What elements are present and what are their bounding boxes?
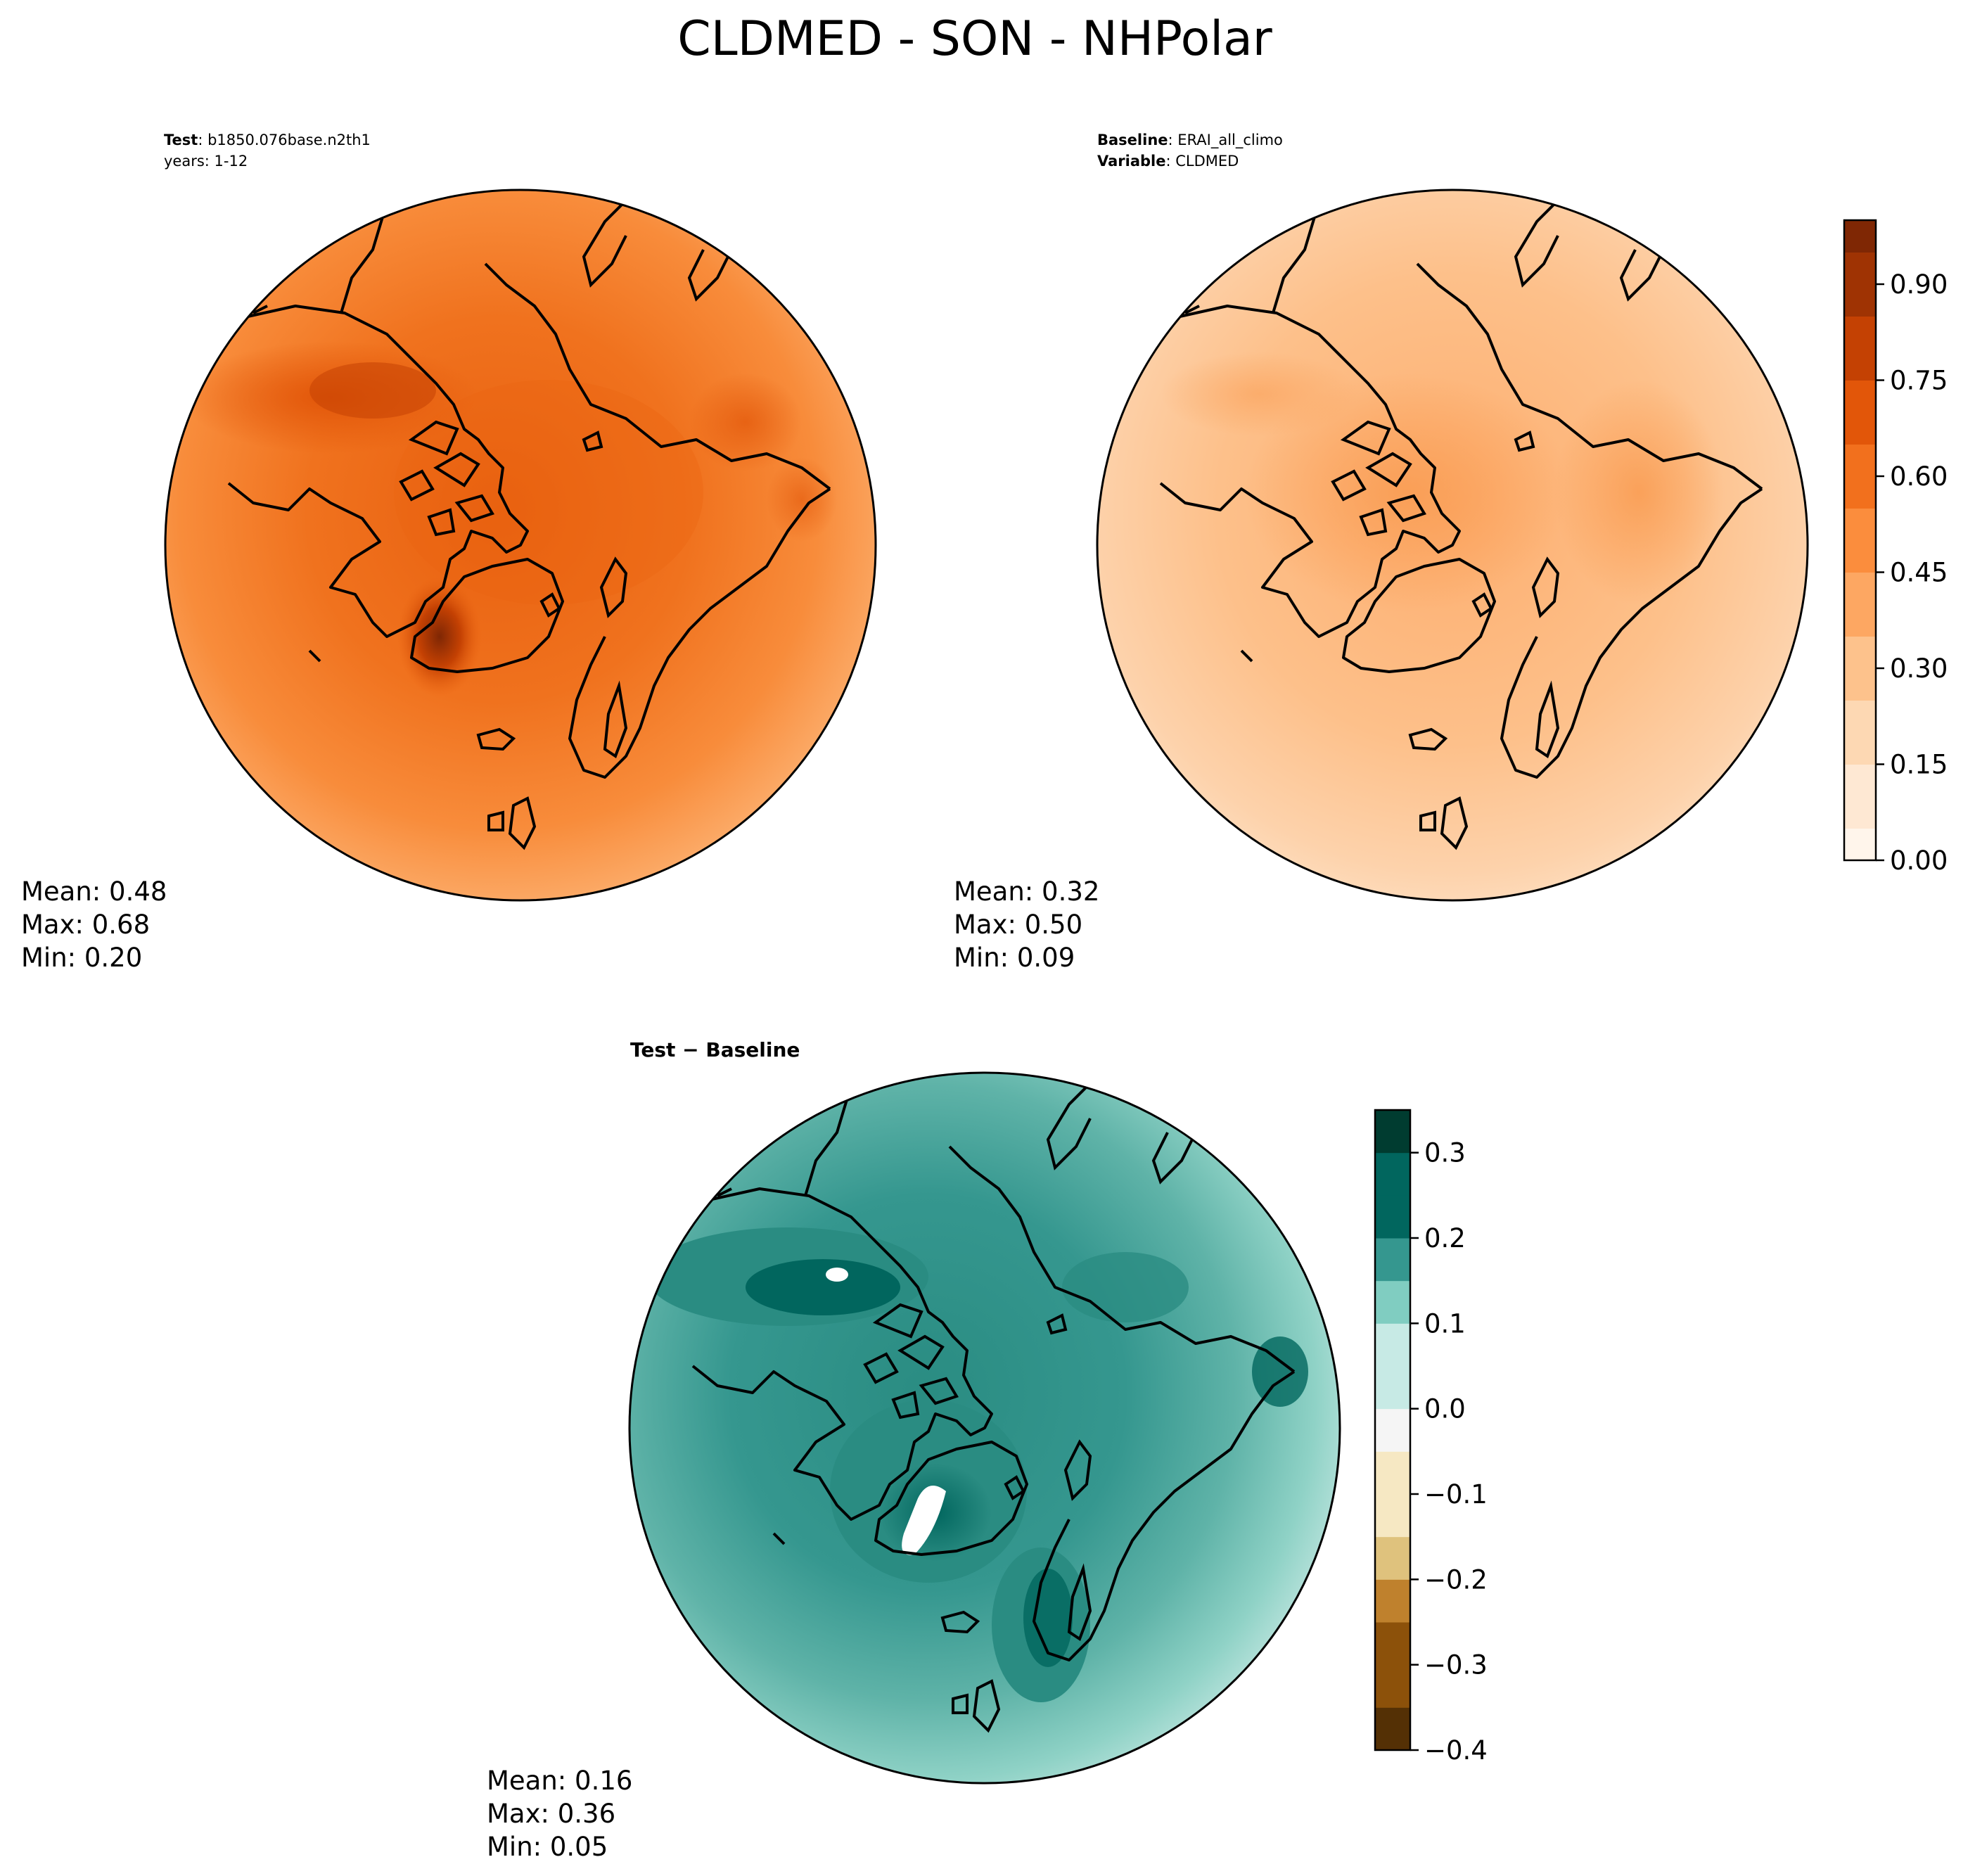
baseline-label-text: : ERAI_all_climo bbox=[1168, 132, 1283, 149]
figure-title: CLDMED - SON - NHPolar bbox=[677, 11, 1272, 67]
difference-colorbar-tick-label: 0.0 bbox=[1424, 1394, 1466, 1424]
main-colorbar-ticks: 0.00 0.15 0.30 0.45 0.60 0.75 0.90 bbox=[1876, 269, 1948, 876]
difference-panel: Test − Baseline Mean: 0.16 Max: 0.36 Min… bbox=[487, 1038, 1341, 1862]
test-label-bold: Test bbox=[164, 132, 198, 148]
main-colorbar-segment bbox=[1844, 348, 1876, 381]
main-colorbar-tick-label: 0.60 bbox=[1890, 461, 1948, 492]
main-colorbar-segments bbox=[1844, 220, 1876, 861]
baseline-panel: Baseline: ERAI_all_climo Variable: CLDME… bbox=[954, 132, 1809, 973]
variable-label-text: : CLDMED bbox=[1165, 153, 1239, 170]
difference-colorbar-segment bbox=[1375, 1280, 1410, 1324]
test-panel: Test: b1850.076base.n2th1 years: 1-12 Me… bbox=[21, 132, 877, 973]
baseline-max-stat: Max: 0.50 bbox=[954, 910, 1082, 940]
test-mean-stat: Mean: 0.48 bbox=[21, 876, 167, 907]
difference-colorbar-segment bbox=[1375, 1323, 1410, 1367]
baseline-mean-stat: Mean: 0.32 bbox=[954, 876, 1099, 907]
test-max-stat: Max: 0.68 bbox=[21, 910, 150, 940]
difference-colorbar-segment bbox=[1375, 1494, 1410, 1538]
difference-colorbar-tick-label: 0.1 bbox=[1424, 1308, 1466, 1339]
difference-colorbar-tick-label: −0.4 bbox=[1424, 1735, 1488, 1766]
difference-map-field bbox=[629, 1073, 1340, 1783]
main-colorbar-segment bbox=[1844, 508, 1876, 541]
main-colorbar-segment bbox=[1844, 828, 1876, 861]
test-years-label: years: 1-12 bbox=[164, 153, 248, 170]
difference-map-boundary bbox=[628, 1071, 1341, 1785]
main-colorbar-tick-label: 0.75 bbox=[1890, 366, 1948, 396]
variable-label: Variable: CLDMED bbox=[1097, 153, 1239, 170]
difference-mean-stat: Mean: 0.16 bbox=[487, 1766, 632, 1796]
baseline-map-field bbox=[1097, 190, 1808, 900]
baseline-label-bold: Baseline bbox=[1097, 132, 1168, 148]
main-colorbar-segment bbox=[1844, 668, 1876, 701]
main-colorbar-segment bbox=[1844, 316, 1876, 349]
main-colorbar-segment bbox=[1844, 604, 1876, 637]
main-colorbar-segment bbox=[1844, 636, 1876, 669]
main-colorbar-segment bbox=[1844, 252, 1876, 285]
main-colorbar-segment bbox=[1844, 572, 1876, 605]
missing-data-greenland bbox=[902, 1486, 946, 1555]
main-colorbar-tick-label: 0.30 bbox=[1890, 653, 1948, 684]
difference-colorbar-segment bbox=[1375, 1451, 1410, 1495]
difference-colorbar-segment bbox=[1375, 1195, 1410, 1239]
main-colorbar-tick-label: 0.45 bbox=[1890, 558, 1948, 588]
difference-colorbar-tick-label: −0.3 bbox=[1424, 1650, 1488, 1680]
baseline-map-boundary bbox=[1096, 189, 1809, 902]
baseline-min-stat: Min: 0.09 bbox=[954, 943, 1075, 973]
difference-colorbar-tick-label: −0.2 bbox=[1424, 1564, 1488, 1595]
test-label: Test: b1850.076base.n2th1 bbox=[164, 132, 371, 148]
main-colorbar-segment bbox=[1844, 540, 1876, 573]
difference-colorbar-segment bbox=[1375, 1579, 1410, 1623]
difference-label: Test − Baseline bbox=[630, 1038, 800, 1061]
difference-colorbar-ticks: −0.4 −0.3 −0.2 −0.1 0.0 0.1 0.2 0.3 bbox=[1410, 1138, 1488, 1766]
test-map-boundary bbox=[164, 189, 877, 902]
main-colorbar-segment bbox=[1844, 476, 1876, 509]
difference-colorbar-tick-label: 0.3 bbox=[1424, 1138, 1466, 1168]
main-colorbar-tick-label: 0.00 bbox=[1890, 846, 1948, 876]
variable-label-bold: Variable bbox=[1097, 153, 1165, 170]
main-colorbar-segment bbox=[1844, 380, 1876, 413]
main-colorbar-frame bbox=[1843, 219, 1877, 862]
difference-colorbar-segment bbox=[1375, 1408, 1410, 1452]
main-colorbar-segment bbox=[1844, 796, 1876, 829]
main-colorbar-segment bbox=[1844, 412, 1876, 445]
difference-colorbar-segment bbox=[1375, 1707, 1410, 1751]
difference-colorbar-segment bbox=[1375, 1238, 1410, 1282]
main-colorbar-segment bbox=[1844, 284, 1876, 317]
main-colorbar-segment bbox=[1844, 444, 1876, 477]
difference-colorbar-segment bbox=[1375, 1536, 1410, 1580]
difference-colorbar: −0.4 −0.3 −0.2 −0.1 0.0 0.1 0.2 0.3 bbox=[1374, 1109, 1488, 1766]
test-map-field bbox=[165, 190, 876, 900]
difference-colorbar-segment bbox=[1375, 1366, 1410, 1410]
main-colorbar-tick-label: 0.90 bbox=[1890, 269, 1948, 300]
difference-colorbar-segments bbox=[1375, 1110, 1410, 1751]
missing-data-alaska bbox=[826, 1268, 848, 1282]
difference-colorbar-frame bbox=[1374, 1109, 1412, 1751]
main-colorbar-segment bbox=[1844, 700, 1876, 733]
difference-colorbar-segment bbox=[1375, 1110, 1410, 1154]
difference-colorbar-segment bbox=[1375, 1664, 1410, 1708]
baseline-label: Baseline: ERAI_all_climo bbox=[1097, 132, 1283, 149]
difference-colorbar-segment bbox=[1375, 1152, 1410, 1196]
difference-max-stat: Max: 0.36 bbox=[487, 1799, 615, 1829]
difference-colorbar-tick-label: −0.1 bbox=[1424, 1479, 1488, 1510]
main-colorbar-tick-label: 0.15 bbox=[1890, 750, 1948, 780]
test-label-text: : b1850.076base.n2th1 bbox=[198, 132, 371, 148]
main-colorbar-segment bbox=[1844, 764, 1876, 797]
main-colorbar-segment bbox=[1844, 220, 1876, 253]
main-colorbar-segment bbox=[1844, 732, 1876, 765]
main-colorbar: 0.00 0.15 0.30 0.45 0.60 0.75 0.90 bbox=[1843, 219, 1948, 876]
test-min-stat: Min: 0.20 bbox=[21, 943, 142, 973]
difference-colorbar-segment bbox=[1375, 1622, 1410, 1666]
difference-colorbar-tick-label: 0.2 bbox=[1424, 1223, 1466, 1253]
difference-min-stat: Min: 0.05 bbox=[487, 1832, 608, 1862]
